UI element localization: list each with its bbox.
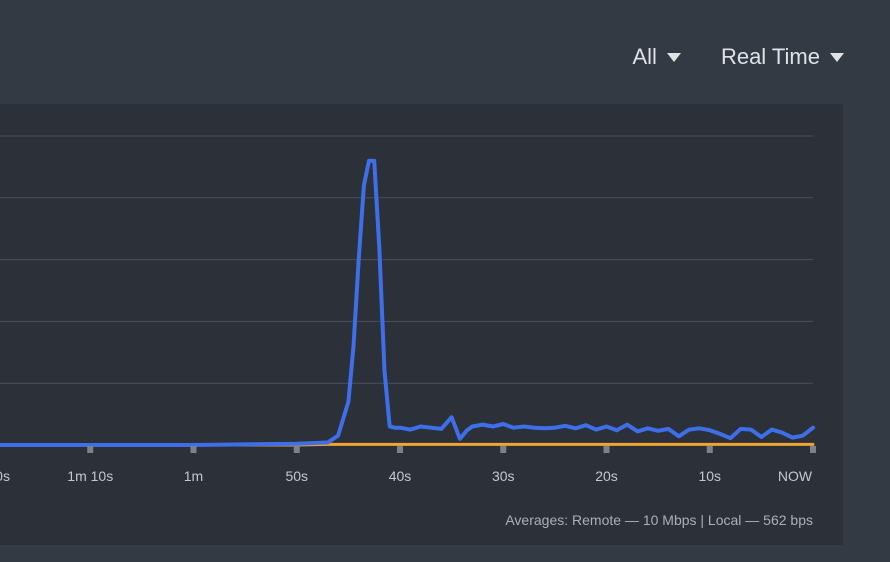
x-tick-mark — [810, 446, 816, 453]
x-tick-mark — [603, 446, 610, 453]
x-tick-label: 1m — [184, 468, 203, 484]
series-line-remote — [0, 158, 815, 447]
x-tick-label: 10s — [698, 468, 721, 484]
caret-down-icon — [830, 52, 844, 62]
x-tick-mark — [500, 446, 507, 453]
filter-dropdown[interactable]: All — [633, 44, 681, 70]
toolbar: All Real Time — [633, 44, 844, 70]
throughput-chart: 1m 20s 1m 10s 1m 50s 40s 30s 20s 10s NOW — [0, 135, 816, 484]
x-tick-mark — [293, 446, 300, 453]
x-tick-label: 30s — [492, 468, 515, 484]
averages-summary: Averages: Remote — 10 Mbps | Local — 562… — [505, 512, 813, 528]
x-tick-mark — [397, 446, 403, 453]
throughput-chart-panel: 1m 20s 1m 10s 1m 50s 40s 30s 20s 10s NOW Average… — [0, 104, 843, 545]
time-range-dropdown-label: Real Time — [720, 44, 820, 69]
x-tick-label: NOW — [778, 468, 813, 484]
x-tick-label: 50s — [285, 468, 308, 484]
caret-down-icon — [666, 52, 681, 62]
filter-dropdown-label: All — [632, 44, 657, 69]
x-tick-label: 1m 20s — [0, 468, 10, 484]
x-tick-mark — [706, 446, 713, 453]
time-range-dropdown[interactable]: Real Time — [721, 44, 844, 70]
x-tick-label: 40s — [389, 468, 412, 484]
x-tick-label: 1m 10s — [67, 468, 113, 484]
x-tick-mark — [190, 446, 197, 453]
x-tick-mark — [87, 446, 94, 453]
x-tick-label: 20s — [595, 468, 618, 484]
